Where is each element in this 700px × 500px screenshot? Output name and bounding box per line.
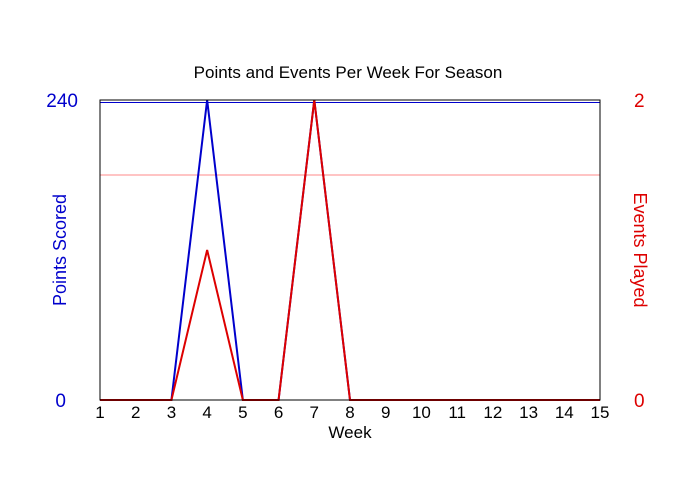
- series-layer: [99, 99, 601, 401]
- x-tick-label: 6: [274, 403, 283, 422]
- x-tick-label: 4: [202, 403, 211, 422]
- x-tick-label: 5: [238, 403, 247, 422]
- x-tick-label: 7: [310, 403, 319, 422]
- left-axis-min-label: 0: [55, 391, 66, 412]
- x-tick-label: 10: [412, 403, 431, 422]
- x-tick-label: 11: [448, 403, 466, 422]
- plot-frame: [99, 99, 601, 401]
- x-tick-labels: 1 2 3 4 5 6 7 8 9 10 11 12 13 14 15: [95, 403, 609, 422]
- x-axis-label: Week: [328, 423, 372, 442]
- x-tick-label: 8: [345, 403, 354, 422]
- x-tick-label: 13: [519, 403, 538, 422]
- x-tick-label: 15: [591, 403, 610, 422]
- x-tick-label: 3: [167, 403, 176, 422]
- x-tick-label: 2: [131, 403, 140, 422]
- x-tick-label: 9: [381, 403, 390, 422]
- x-tick-label: 1: [95, 403, 104, 422]
- right-axis-label: Events Played: [630, 192, 650, 307]
- x-tick-label: 12: [483, 403, 502, 422]
- reference-lines: [100, 102, 600, 176]
- right-axis-min-label: 0: [634, 391, 645, 412]
- series-line-events-played: [100, 99, 600, 401]
- chart-title: Points and Events Per Week For Season: [194, 63, 503, 82]
- left-axis-max-label: 240: [46, 91, 78, 112]
- series-line-points-scored: [100, 99, 600, 401]
- left-axis-label: Points Scored: [50, 194, 70, 306]
- right-axis-max-label: 2: [634, 91, 645, 112]
- x-tick-label: 14: [555, 403, 574, 422]
